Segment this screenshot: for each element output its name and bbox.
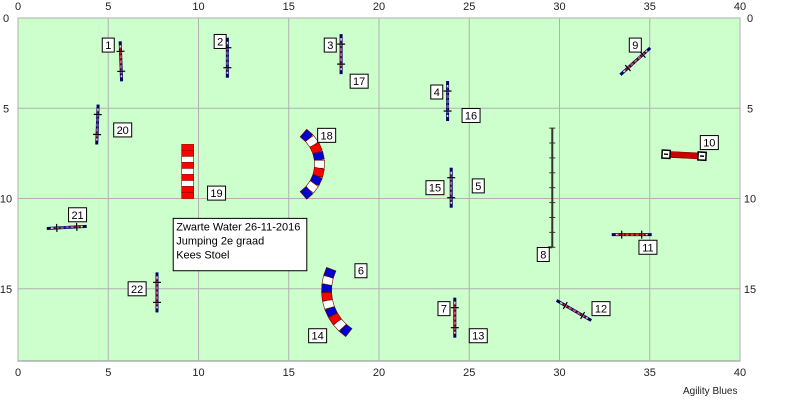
- obstacle-number-2: 2: [214, 34, 226, 48]
- tunnel-segment: [182, 174, 194, 180]
- obstacle-number-8: 8: [537, 247, 549, 261]
- tunnel-segment: [182, 150, 194, 156]
- tunnel-segment: [182, 168, 194, 174]
- obstacle-number-14: 14: [309, 329, 327, 343]
- tunnel-segment: [313, 151, 324, 161]
- number-text: 5: [475, 181, 481, 193]
- obstacle-number-12: 12: [592, 302, 610, 316]
- number-text: 15: [429, 183, 441, 195]
- tunnel-segment: [182, 144, 194, 150]
- x-tick-top: 0: [15, 1, 21, 13]
- number-text: 10: [703, 138, 715, 150]
- x-tick-top: 5: [105, 1, 111, 13]
- number-text: 14: [312, 331, 324, 343]
- x-tick-bottom: 40: [734, 367, 746, 379]
- x-tick-bottom: 0: [15, 367, 21, 379]
- number-text: 18: [321, 130, 333, 142]
- number-text: 7: [441, 304, 447, 316]
- y-tick-right: 0: [747, 13, 753, 25]
- x-tick-bottom: 15: [283, 367, 295, 379]
- y-tick-left: 0: [3, 13, 9, 25]
- tunnel-segment: [314, 160, 324, 168]
- x-tick-top: 15: [283, 1, 295, 13]
- obstacle-number-10: 10: [700, 136, 718, 150]
- info-line-venue: Zwarte Water 26-11-2016: [176, 221, 300, 233]
- x-tick-top: 30: [553, 1, 565, 13]
- number-text: 13: [472, 331, 484, 343]
- y-tick-left: 10: [0, 194, 12, 206]
- obstacle-number-16: 16: [462, 108, 480, 122]
- obstacle-number-18: 18: [318, 128, 336, 142]
- obstacle-number-15: 15: [426, 181, 444, 195]
- y-tick-right: 10: [744, 194, 756, 206]
- obstacle-number-7: 7: [438, 302, 450, 316]
- x-tick-bottom: 20: [373, 367, 385, 379]
- x-tick-top: 25: [463, 1, 475, 13]
- obstacle-number-19: 19: [208, 186, 226, 200]
- obstacle-number-13: 13: [469, 329, 487, 343]
- obstacle-number-11: 11: [639, 240, 657, 254]
- obstacle-number-5: 5: [472, 179, 484, 193]
- tunnel-segment: [182, 162, 194, 168]
- x-tick-top: 35: [644, 1, 656, 13]
- number-text: 8: [540, 249, 546, 261]
- number-text: 9: [632, 40, 638, 52]
- obstacle-number-1: 1: [102, 38, 114, 52]
- obstacle-number-17: 17: [350, 74, 368, 88]
- info-box: Zwarte Water 26-11-2016 Jumping 2e graad…: [173, 218, 307, 270]
- obstacle-number-20: 20: [114, 123, 132, 137]
- x-tick-top: 10: [192, 1, 204, 13]
- info-line-judge: Kees Stoel: [176, 249, 229, 261]
- tunnel-segment: [182, 193, 194, 199]
- number-text: 22: [131, 284, 143, 296]
- y-tick-right: 15: [744, 284, 756, 296]
- x-tick-bottom: 5: [105, 367, 111, 379]
- obstacle-number-4: 4: [431, 85, 443, 99]
- obstacle-number-6: 6: [355, 264, 367, 278]
- number-text: 2: [217, 36, 223, 48]
- info-line-class: Jumping 2e graad: [176, 235, 264, 247]
- obstacle-number-9: 9: [629, 38, 641, 52]
- x-tick-bottom: 35: [644, 367, 656, 379]
- x-tick-top: 40: [734, 1, 746, 13]
- obstacle-number-3: 3: [324, 38, 336, 52]
- x-tick-bottom: 10: [192, 367, 204, 379]
- tunnel-segment: [322, 292, 333, 301]
- number-text: 1: [105, 40, 111, 52]
- obstacle-number-21: 21: [69, 208, 87, 222]
- credit-text: Agility Blues: [683, 386, 737, 397]
- number-text: 19: [210, 188, 222, 200]
- number-text: 20: [117, 125, 129, 137]
- tunnel-segment: [182, 156, 194, 162]
- x-tick-bottom: 30: [553, 367, 565, 379]
- number-text: 12: [595, 304, 607, 316]
- number-text: 6: [358, 266, 364, 278]
- tunnel-19: [182, 144, 194, 198]
- number-text: 21: [71, 210, 83, 222]
- obstacle-number-22: 22: [128, 282, 146, 296]
- number-text: 11: [642, 242, 653, 254]
- tunnel-segment: [182, 180, 194, 186]
- number-text: 4: [434, 87, 440, 99]
- number-text: 17: [353, 76, 365, 88]
- number-text: 16: [465, 110, 477, 122]
- tunnel-segment: [182, 186, 194, 192]
- y-tick-left: 5: [3, 103, 9, 115]
- y-tick-right: 5: [747, 103, 753, 115]
- number-text: 3: [327, 40, 333, 52]
- x-tick-bottom: 25: [463, 367, 475, 379]
- x-tick-top: 20: [373, 1, 385, 13]
- y-tick-left: 15: [0, 284, 12, 296]
